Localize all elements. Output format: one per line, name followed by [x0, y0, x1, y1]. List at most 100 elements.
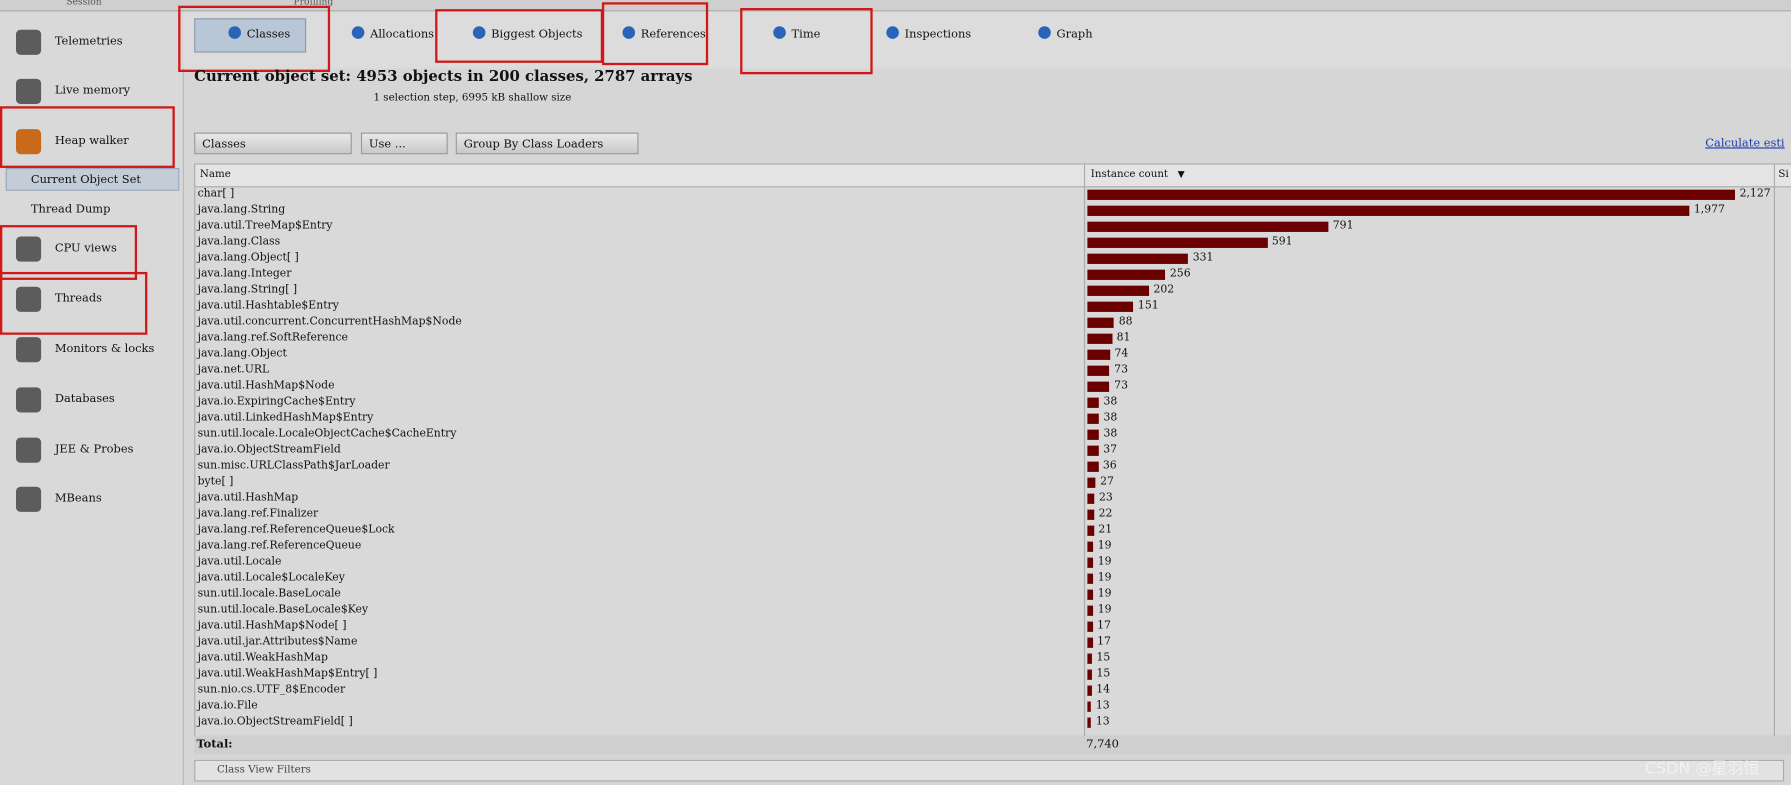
count-label: 151 — [1137, 299, 1159, 312]
class-name: java.net.URL — [197, 363, 270, 376]
count-label: 19 — [1097, 571, 1112, 584]
view-tab[interactable]: Allocations — [351, 18, 435, 52]
view-tab[interactable]: References — [622, 18, 706, 52]
count-bar — [1087, 653, 1092, 664]
link[interactable]: Calculate esti — [1705, 137, 1785, 150]
top-tab[interactable]: Session — [66, 0, 102, 7]
class-name: java.io.ExpiringCache$Entry — [197, 395, 356, 408]
sidebar-item[interactable]: Monitors & locks — [54, 342, 155, 356]
count-label: 15 — [1096, 651, 1111, 664]
count-bar — [1087, 317, 1115, 328]
class-name: java.lang.ref.SoftReference — [197, 331, 348, 344]
filter-label[interactable]: Class View Filters — [217, 764, 311, 776]
count-label: 202 — [1153, 283, 1175, 296]
count-bar — [1087, 685, 1092, 696]
class-name: java.lang.String — [197, 203, 286, 216]
view-tab[interactable]: Graph — [1038, 18, 1093, 52]
class-name: java.lang.Object[ ] — [197, 251, 299, 264]
tab-icon — [773, 26, 786, 39]
count-label: 38 — [1103, 411, 1118, 424]
count-label: 73 — [1114, 379, 1128, 392]
sort-arrow: ▼ — [1177, 169, 1185, 180]
filter-box[interactable] — [194, 759, 1785, 782]
view-tab[interactable]: Inspections — [886, 18, 971, 52]
class-name: sun.util.locale.BaseLocale — [197, 587, 341, 600]
count-label: 37 — [1103, 443, 1118, 456]
count-bar — [1087, 381, 1110, 392]
tab-icon — [622, 26, 636, 39]
sidebar-icon — [15, 29, 42, 55]
sidebar-item[interactable]: Databases — [54, 393, 115, 406]
tab-label: Time — [791, 28, 821, 42]
count-label: 19 — [1097, 555, 1112, 568]
count-label: 81 — [1116, 331, 1131, 344]
data-table: Name Instance count Si ▼ char[ ] 2,127 java.la… — [194, 163, 1791, 737]
use-button[interactable]: Use ... — [360, 132, 448, 155]
tab-label: Allocations — [370, 28, 435, 42]
view-tab[interactable]: Time — [773, 18, 820, 52]
count-label: 38 — [1103, 395, 1118, 408]
class-dropdown[interactable]: Classes — [194, 132, 352, 155]
sidebar-item[interactable]: Telemetries — [54, 35, 123, 48]
sidebar-item[interactable]: CPU views — [54, 242, 117, 255]
count-label: 36 — [1102, 459, 1117, 472]
count-bar — [1087, 333, 1113, 344]
count-label: 1,977 — [1693, 203, 1725, 216]
count-label: 256 — [1169, 267, 1191, 280]
class-name: java.lang.ref.ReferenceQueue — [197, 539, 362, 552]
sidebar-icon — [15, 437, 42, 463]
count-bar — [1087, 605, 1094, 616]
view-tab[interactable]: Biggest Objects — [472, 18, 582, 52]
count-bar — [1087, 365, 1110, 376]
annotation-box — [178, 5, 331, 72]
class-name: java.lang.String[ ] — [197, 283, 298, 296]
count-bar — [1087, 301, 1134, 312]
count-bar — [1087, 525, 1094, 536]
group-button[interactable]: Group By Class Loaders — [455, 132, 639, 155]
sidebar-icon — [15, 337, 42, 363]
sidebar-item[interactable]: Live memory — [54, 84, 131, 98]
tab-label: References — [640, 28, 706, 42]
sidebar-item[interactable]: Threads — [54, 292, 103, 306]
class-name: java.util.Locale — [197, 555, 282, 568]
view-tab[interactable]: Classes — [228, 18, 290, 52]
tab-label: Inspections — [904, 28, 972, 42]
count-label: 17 — [1097, 635, 1111, 648]
count-bar — [1087, 189, 1736, 200]
count-label: 591 — [1271, 235, 1293, 248]
class-name: sun.util.locale.BaseLocale$Key — [197, 603, 369, 616]
count-bar — [1087, 349, 1110, 360]
sidebar-item[interactable]: MBeans — [54, 492, 102, 506]
tab-label: Classes — [246, 28, 291, 42]
class-name: java.io.ObjectStreamField — [197, 443, 341, 456]
count-label: 23 — [1098, 491, 1113, 504]
sidebar-icon — [15, 236, 42, 262]
total-row — [194, 735, 1791, 755]
count-label: 73 — [1114, 363, 1128, 376]
selected-tab-bg — [194, 18, 307, 53]
class-name: java.lang.ref.Finalizer — [197, 507, 319, 520]
count-label: 19 — [1097, 603, 1112, 616]
count-bar — [1087, 637, 1093, 648]
sidebar-item[interactable]: JEE & Probes — [54, 443, 134, 456]
count-bar — [1087, 269, 1166, 280]
class-name: java.util.concurrent.ConcurrentHashMap$N… — [197, 315, 462, 328]
count-label: 74 — [1114, 347, 1129, 360]
column-header: Si — [1778, 169, 1789, 181]
sidebar-item[interactable]: Heap walker — [54, 134, 129, 148]
class-name: java.util.WeakHashMap$Entry[ ] — [197, 667, 378, 680]
tab-icon — [472, 26, 486, 39]
count-label: 14 — [1096, 683, 1111, 696]
sidebar-item[interactable]: Current Object Set — [30, 173, 141, 187]
class-name: java.lang.Object — [197, 347, 287, 360]
class-name: java.util.LinkedHashMap$Entry — [197, 411, 374, 424]
class-name: java.util.WeakHashMap — [197, 651, 328, 664]
column-divider — [1773, 164, 1775, 736]
sidebar-icon — [15, 486, 42, 512]
sidebar-item[interactable]: Thread Dump — [30, 203, 111, 216]
count-bar — [1087, 285, 1149, 296]
top-tab[interactable]: Profiling — [293, 0, 334, 7]
count-label: 13 — [1095, 699, 1110, 712]
